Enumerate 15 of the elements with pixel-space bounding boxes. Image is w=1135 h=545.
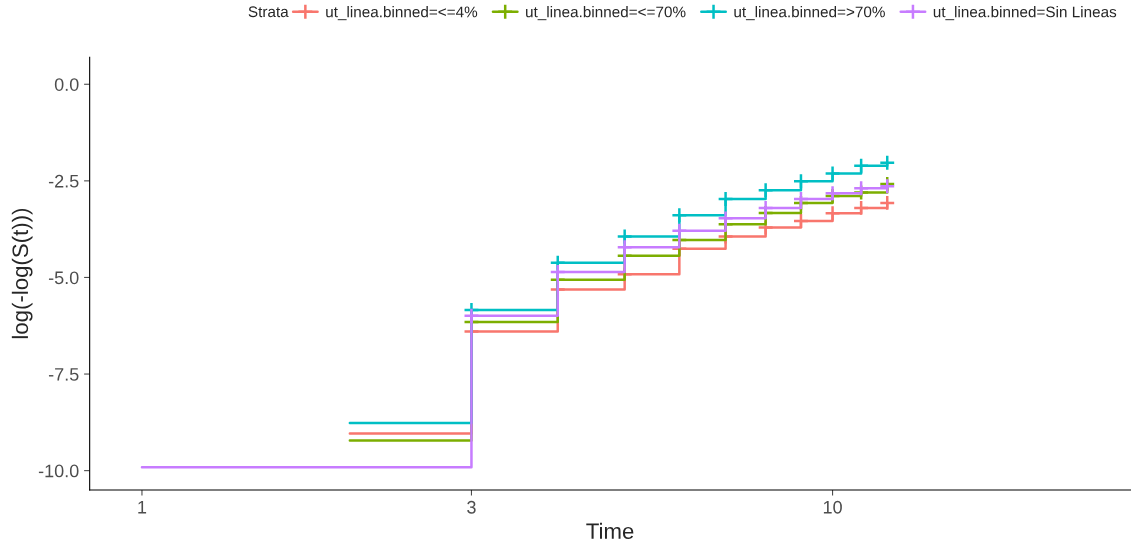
y-tick-label: 0.0 <box>54 78 79 91</box>
legend-label: ut_linea.binned=<=70% <box>526 6 686 21</box>
legend-label: ut_linea.binned=>70% <box>734 6 885 21</box>
x-axis-title: Time <box>586 522 634 540</box>
x-tick-label: 3 <box>467 500 476 514</box>
legend-label: ut_linea.binned=<=4% <box>326 6 478 21</box>
legend-label: ut_linea.binned=Sin Lineas <box>933 6 1117 21</box>
x-tick-label: 1 <box>138 501 147 514</box>
y-tick-label: -2.5 <box>48 174 79 188</box>
legend-title: Strata <box>248 6 289 18</box>
y-tick-label: -7.5 <box>48 368 79 381</box>
y-tick-label: -5.0 <box>48 271 79 285</box>
y-axis-title: log(-log(S(t))) <box>11 208 33 339</box>
y-tick-label: -10.0 <box>38 464 79 478</box>
x-tick-label: 10 <box>823 500 842 514</box>
